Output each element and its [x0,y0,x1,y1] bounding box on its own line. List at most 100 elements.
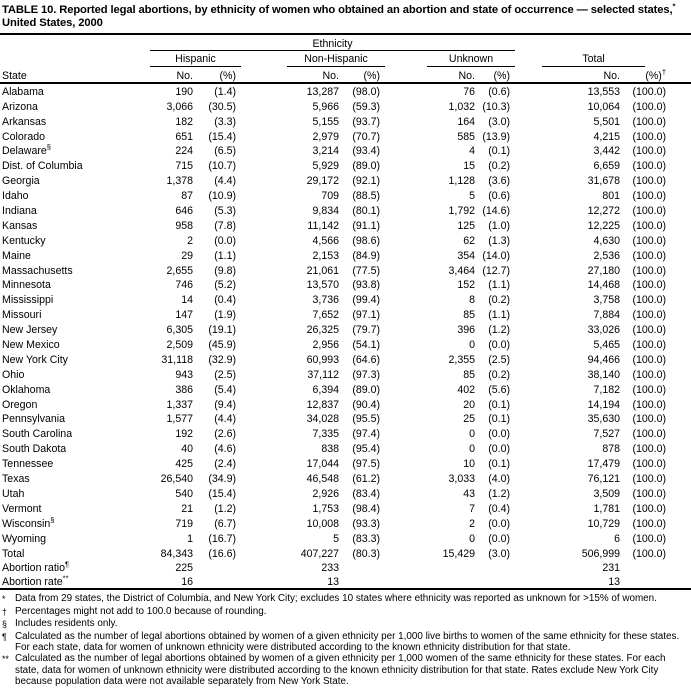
hispanic-pct-cell: (4.4) [214,175,236,188]
total-no-cell: 10,729 [587,517,621,530]
footnote-marker: ** [2,654,9,665]
nonhispanic-pct-cell: (92.1) [352,175,380,188]
table-row: Ohio 943 (2.5) 37,112 (97.3) 85 (0.2) 38,140 (10… [0,366,691,381]
unknown-group-header: Unknown [385,51,516,67]
table-row: Pennsylvania 1,577 (4.4) 34,028 (95.5) 25 (0.1… [0,411,691,426]
nonhispanic-pct-cell: (97.4) [352,428,380,441]
total-pct-cell: (100.0) [632,487,667,500]
unknown-pct-cell: (0.0) [488,517,511,530]
table-row: Delaware§ 224 (6.5) 3,214 (93.4) 4 (0.1) 3,442 (… [0,143,691,158]
total-pct-cell [620,560,691,575]
hispanic-pct-cell: (6.7) [214,517,236,530]
nonhispanic-pct-cell: (80.3) [352,547,380,560]
state-cell: Texas [2,473,30,486]
hispanic-pct-cell: (2.6) [214,428,236,441]
state-cell: New Mexico [2,339,60,352]
unknown-no-cell: 15 [463,160,475,173]
unknown-pct-cell: (0.6) [488,85,511,98]
table-row: Tennessee 425 (2.4) 17,044 (97.5) 10 (0.1) 17,4… [0,455,691,470]
table-row: Oregon 1,337 (9.4) 12,837 (90.4) 20 (0.1) 14,19… [0,396,691,411]
hispanic-no-cell: 26,540 [160,473,193,486]
total-no-cell: 4,215 [593,130,621,143]
unknown-pct-cell: (14.6) [482,205,511,218]
unknown-no-cell: 7 [469,502,475,515]
unknown-pct-cell: (0.1) [488,458,511,471]
total-pct-cell [620,574,691,589]
unknown-pct-cell: (3.0) [488,115,511,128]
nonhispanic-pct-header: (%) [339,67,385,84]
state-cell: Oklahoma [2,383,51,396]
total-pct-cell: (100.0) [632,398,667,411]
hispanic-no-cell: 2 [187,234,193,247]
nonhispanic-pct-cell: (95.4) [352,443,380,456]
hispanic-pct-cell [193,574,241,589]
total-no-cell: 10,064 [587,100,621,113]
unknown-no-cell: 585 [457,130,475,143]
total-no-cell: 3,758 [593,294,621,307]
hispanic-no-cell: 147 [175,309,193,322]
total-pct-cell: (100.0) [632,428,667,441]
unknown-pct-cell: (0.1) [488,398,511,411]
state-cell: New Jersey [2,324,58,337]
unknown-pct-cell [475,560,515,575]
hispanic-pct-cell: (15.4) [208,130,236,143]
total-pct-cell: (100.0) [632,339,667,352]
unknown-pct-cell: (1.3) [488,234,511,247]
total-pct-cell: (100.0) [632,264,667,277]
unknown-pct-cell: (0.0) [488,443,511,456]
footnote-text: Calculated as the number of legal aborti… [15,630,680,653]
total-no-header: No. [515,67,621,84]
nonhispanic-pct-cell: (90.4) [352,398,380,411]
total-no-cell: 13 [608,576,621,589]
nonhispanic-pct-cell: (98.4) [352,502,380,515]
state-cell: Oregon [2,398,38,411]
unknown-group-label: Unknown [427,53,516,67]
nonhispanic-no-cell: 13,570 [306,279,339,292]
unknown-no-cell: 0 [469,339,475,352]
nonhispanic-no-cell: 5,155 [312,115,339,128]
total-pct-cell: (100.0) [632,532,667,545]
total-pct-cell: (100.0) [632,160,667,173]
total-pct-cell: (100.0) [632,443,667,456]
unknown-no-cell: 2 [469,517,475,530]
total-no-cell: 12,225 [587,219,621,232]
unknown-pct-cell: (1.1) [488,279,511,292]
hispanic-pct-cell: (34.9) [208,473,236,486]
nonhispanic-no-cell: 46,548 [306,473,339,486]
dagger-footnote-marker: † [661,67,667,77]
nonhispanic-group-header: Non-Hispanic [241,51,385,67]
nonhispanic-pct-cell: (83.3) [352,532,380,545]
hispanic-pct-cell: (16.7) [208,532,236,545]
state-cell: Indiana [2,205,37,218]
hispanic-pct-cell: (0.0) [214,234,236,247]
total-pct-cell: (100.0) [632,458,667,471]
table-row: Abortion rate** 16 13 13 [0,574,691,589]
spacer-cell [0,34,150,51]
total-no-cell: 4,630 [593,234,621,247]
abortions-by-ethnicity-table: Ethnicity Hispanic Non-Hispanic Unknown … [0,33,691,590]
unknown-pct-cell: (10.3) [482,100,511,113]
hispanic-no-cell: 87 [181,190,193,203]
hispanic-pct-cell: (10.7) [208,160,236,173]
unknown-no-cell: 43 [463,487,475,500]
unknown-no-cell: 85 [463,368,475,381]
total-no-cell: 5,501 [593,115,621,128]
total-pct-cell: (100.0) [632,130,667,143]
nonhispanic-no-cell: 2,926 [312,487,339,500]
state-cell: Alabama [2,85,44,98]
state-footnote-marker: ** [62,573,69,583]
unknown-no-cell: 10 [463,458,475,471]
hispanic-pct-cell: (5.3) [214,205,236,218]
hispanic-pct-cell: (32.9) [208,353,236,366]
total-pct-cell: (100.0) [632,413,667,426]
state-cell: Minnesota [2,279,51,292]
total-no-cell: 38,140 [587,368,621,381]
total-no-cell: 17,479 [587,458,621,471]
total-no-cell: 231 [602,562,621,575]
table-row: Total 84,343 (16.6) 407,227 (80.3) 15,429 (3.0… [0,545,691,560]
total-no-cell: 14,468 [587,279,621,292]
total-pct-cell: (100.0) [632,517,667,530]
unknown-pct-cell: (1.0) [488,219,511,232]
state-cell: Wyoming [2,532,47,545]
footnote-marker: * [2,594,6,605]
